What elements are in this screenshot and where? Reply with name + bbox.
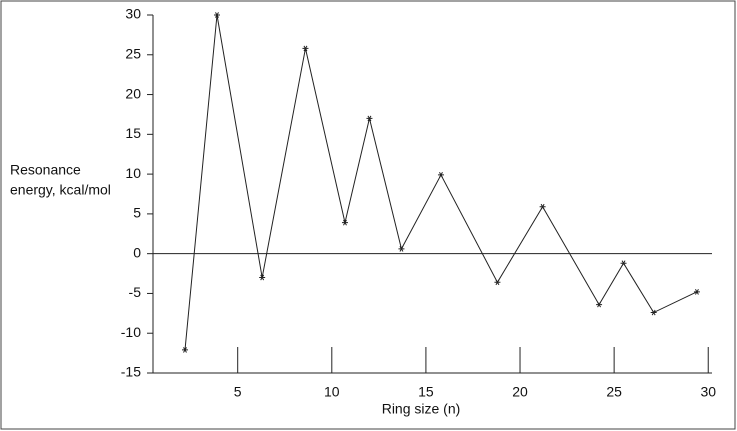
- star-marker: [398, 246, 405, 252]
- x-tick-label: 15: [418, 384, 434, 400]
- star-marker: [596, 301, 603, 308]
- y-tick-label: 5: [133, 205, 141, 221]
- y-tick-label: -10: [121, 324, 141, 340]
- star-marker: [650, 309, 657, 316]
- x-tick-label: 10: [324, 384, 340, 400]
- y-tick-label: 30: [125, 6, 141, 22]
- star-marker: [437, 172, 444, 178]
- star-marker: [181, 347, 188, 353]
- star-marker: [539, 203, 546, 210]
- y-tick-label: 15: [125, 125, 141, 141]
- star-marker: [693, 289, 700, 295]
- y-tick-label: 10: [125, 165, 141, 181]
- data-line: [184, 14, 698, 350]
- x-tick-label: 20: [512, 384, 528, 400]
- x-tick-label: 30: [700, 384, 716, 400]
- star-marker: [494, 279, 501, 286]
- y-tick-label: 25: [125, 45, 141, 61]
- y-axis-label: Resonance: [10, 162, 81, 178]
- y-tick-label: 20: [125, 85, 141, 101]
- x-tick-label: 25: [606, 384, 622, 400]
- star-marker: [341, 219, 348, 226]
- y-tick-label: -15: [121, 364, 141, 380]
- star-marker: [302, 45, 309, 52]
- star-marker: [366, 115, 373, 122]
- star-marker: [259, 274, 266, 281]
- y-tick-label: 0: [133, 244, 141, 260]
- x-tick-label: 5: [234, 384, 242, 400]
- y-tick-label: -5: [129, 284, 142, 300]
- star-marker: [620, 260, 627, 267]
- x-axis-label: Ring size (n): [382, 401, 461, 417]
- y-axis-label: energy, kcal/mol: [10, 182, 111, 198]
- star-marker: [213, 12, 220, 18]
